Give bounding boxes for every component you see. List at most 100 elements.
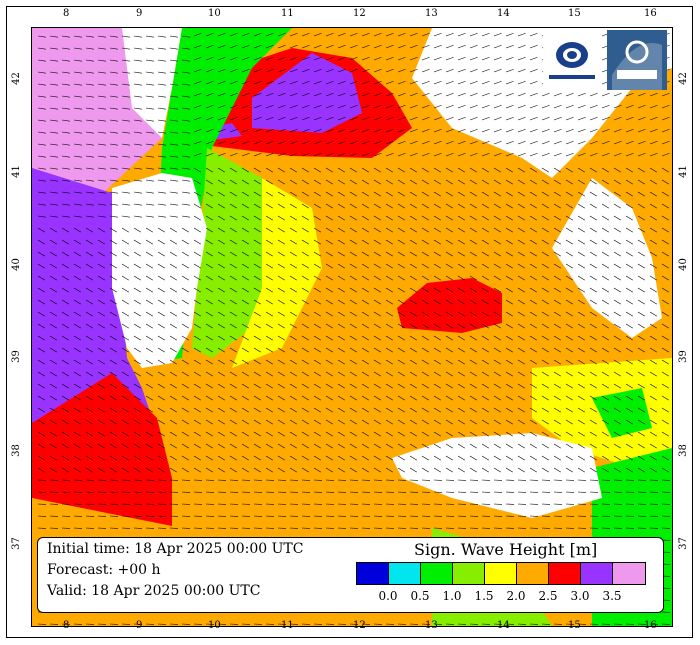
wave-arrow — [409, 32, 418, 37]
wave-arrow — [145, 83, 154, 86]
wave-arrow — [409, 323, 417, 329]
wave-arrow — [169, 275, 177, 281]
wave-arrow — [565, 335, 573, 341]
wave-arrow — [385, 467, 393, 473]
wave-arrow — [109, 95, 118, 98]
wave-arrow — [325, 347, 333, 353]
wave-arrow — [169, 215, 178, 218]
wave-arrow — [445, 383, 453, 389]
wave-arrow — [61, 299, 69, 305]
wave-arrow — [121, 335, 129, 341]
wave-arrow — [637, 467, 645, 473]
wave-arrow — [61, 371, 69, 377]
wave-arrow — [313, 395, 321, 401]
wave-arrow — [217, 347, 225, 353]
wave-arrow — [157, 119, 166, 122]
wave-arrow — [289, 203, 297, 209]
wave-arrow — [73, 371, 81, 377]
wave-arrow — [49, 275, 57, 281]
wave-arrow — [565, 128, 574, 133]
wave-arrow — [301, 191, 309, 197]
wave-arrow — [49, 359, 57, 365]
wave-arrow — [325, 239, 333, 245]
wave-arrow — [493, 371, 501, 377]
wave-arrow — [637, 347, 645, 353]
lat-tick-label: 39 — [677, 350, 689, 363]
wave-arrow — [505, 251, 513, 257]
wave-arrow — [409, 299, 417, 305]
wave-arrow — [397, 203, 405, 209]
wave-arrow — [337, 455, 345, 461]
wave-arrow — [601, 407, 609, 413]
wave-arrow — [205, 68, 214, 73]
wave-arrow — [577, 455, 585, 461]
wave-arrow — [61, 467, 69, 473]
wave-arrow — [313, 239, 321, 245]
wave-arrow — [313, 467, 321, 473]
wave-arrow — [145, 35, 154, 38]
wave-arrow — [493, 203, 501, 209]
wave-arrow — [529, 32, 538, 37]
wave-arrow — [265, 335, 273, 341]
wave-arrow — [121, 83, 130, 86]
wave-arrow — [85, 287, 93, 293]
wave-arrow — [361, 371, 369, 377]
wave-arrow — [433, 167, 441, 173]
wave-arrow — [661, 347, 669, 353]
wave-arrow — [649, 359, 657, 365]
wave-arrow — [73, 275, 81, 281]
wave-arrow — [529, 359, 537, 365]
wave-arrow — [301, 419, 309, 425]
wave-arrow — [121, 59, 130, 62]
wave-arrow — [145, 455, 153, 461]
wave-arrow — [61, 35, 70, 38]
wave-arrow — [613, 407, 621, 413]
wave-arrow — [481, 275, 489, 281]
wave-arrow — [121, 407, 129, 413]
wave-arrow — [37, 35, 46, 38]
wave-arrow — [325, 116, 334, 121]
wave-arrow — [601, 419, 609, 425]
wave-arrow — [349, 179, 357, 185]
wave-arrow — [613, 128, 622, 133]
wave-arrow — [181, 419, 189, 425]
wave-arrow — [301, 116, 310, 121]
wave-arrow — [85, 227, 93, 233]
wave-arrow — [397, 140, 406, 145]
wave-arrow — [361, 419, 369, 425]
wave-arrow — [133, 419, 141, 425]
wave-arrow — [253, 323, 261, 329]
wave-arrow — [565, 275, 573, 281]
wave-arrow — [469, 68, 478, 73]
wave-arrow — [361, 32, 370, 37]
wave-arrow — [37, 203, 46, 206]
wave-arrow — [97, 143, 106, 146]
lat-tick-label: 38 — [10, 444, 22, 457]
land-sardinia — [112, 173, 207, 368]
lon-tick-label: 12 — [353, 620, 366, 631]
wave-arrow — [133, 323, 141, 329]
wave-arrow — [625, 443, 633, 449]
wave-arrow — [301, 455, 309, 461]
wave-arrow — [349, 467, 357, 473]
wave-arrow — [457, 227, 465, 233]
wave-arrow — [265, 443, 273, 449]
wave-arrow — [577, 167, 585, 173]
wave-arrow — [649, 311, 657, 317]
wave-arrow — [481, 56, 490, 61]
wave-arrow — [193, 263, 201, 269]
wave-arrow — [205, 359, 213, 365]
wave-arrow — [73, 455, 81, 461]
wave-arrow — [109, 155, 118, 158]
wave-arrow — [49, 107, 58, 110]
wave-arrow — [649, 104, 658, 109]
wave-arrow — [337, 152, 346, 157]
wave-arrow — [37, 311, 45, 317]
wave-arrow — [421, 431, 429, 437]
wave-arrow — [109, 131, 118, 134]
wave-arrow — [205, 227, 213, 233]
wave-arrow — [541, 152, 550, 157]
wave-arrow — [613, 275, 621, 281]
wave-arrow — [61, 311, 69, 317]
wave-arrow — [61, 155, 70, 158]
